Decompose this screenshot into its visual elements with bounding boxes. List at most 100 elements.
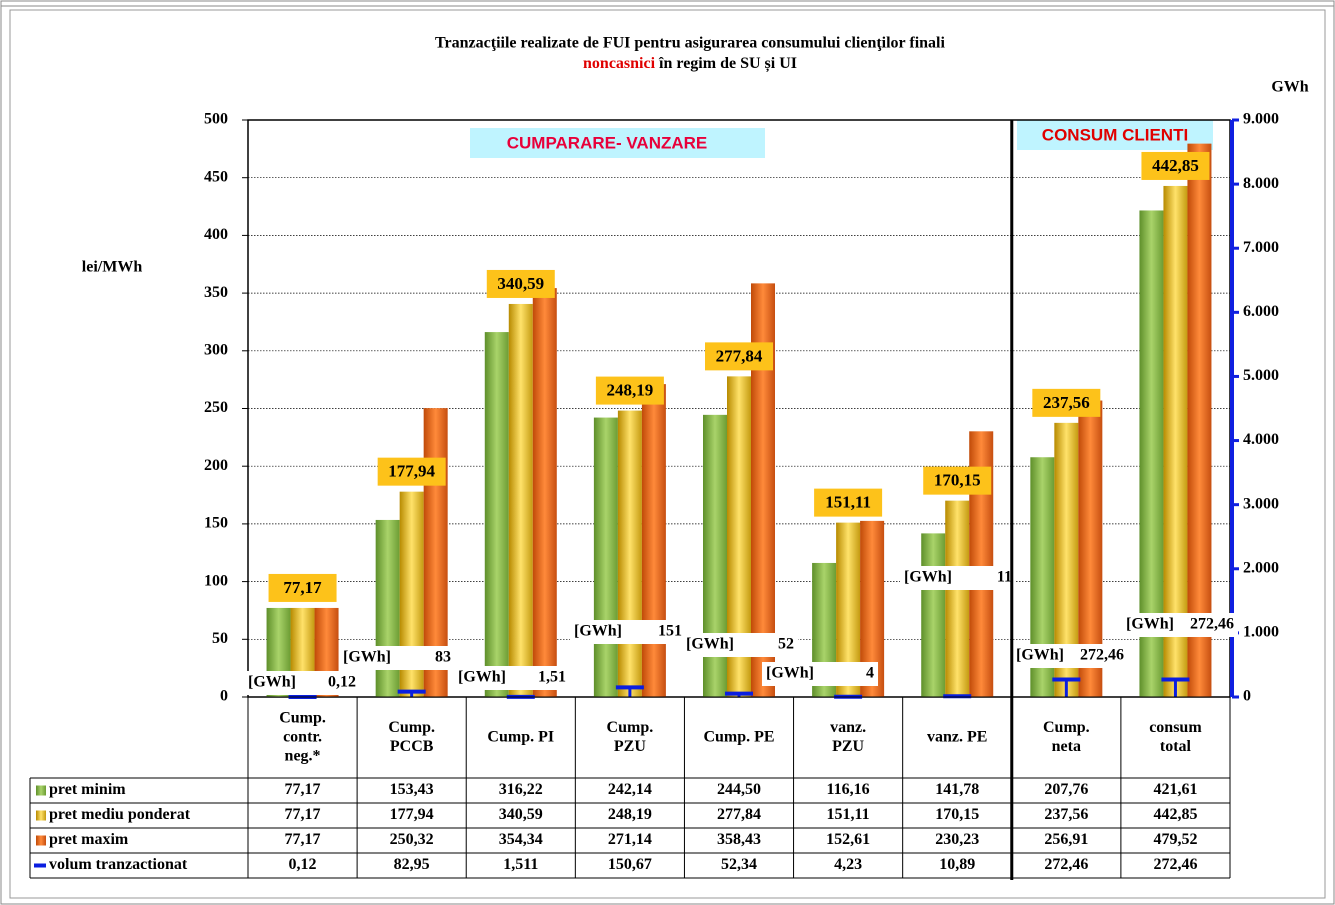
table-cell: 77,17 [285, 806, 321, 823]
volume-label: 272,46 [1080, 647, 1124, 664]
table-cell: 354,34 [499, 831, 543, 848]
table-cell: 151,11 [827, 806, 870, 823]
bar [508, 303, 533, 697]
y2-tick-label: 0 [1243, 688, 1251, 705]
value-label: 340,59 [497, 274, 544, 293]
table-cell: 358,43 [717, 831, 761, 848]
value-label-box [1032, 388, 1101, 417]
category-label: vanz. PZU [830, 719, 866, 755]
bar [945, 500, 970, 697]
y-tick-label: 350 [204, 284, 228, 301]
volume-unit: [GWh] [574, 623, 622, 640]
table-cell: 271,14 [608, 831, 652, 848]
table-cell: 1,511 [503, 856, 538, 873]
table-cell: 479,52 [1153, 831, 1197, 848]
annotation: CUMPARARE- VANZARE [507, 133, 708, 152]
bar [484, 332, 509, 697]
value-label-box [1141, 151, 1210, 180]
y2-tick-label: 6.000 [1243, 303, 1279, 320]
table-cell: 207,76 [1044, 781, 1088, 798]
table-cell: 316,22 [499, 781, 543, 798]
table-cell: 272,46 [1044, 856, 1088, 873]
y2-tick-label: 7.000 [1243, 239, 1279, 256]
table-cell: 237,56 [1044, 806, 1088, 823]
value-label-box [595, 376, 664, 405]
volume-label: 1,51 [538, 669, 566, 686]
bar [921, 533, 946, 697]
volume-label: 4 [866, 665, 874, 682]
category-label: vanz. PE [927, 728, 987, 745]
value-label: 442,85 [1152, 156, 1199, 175]
volume-label: 0,12 [328, 674, 356, 691]
table-cell: 52,34 [721, 856, 757, 873]
category-label: Cump. PCCB [388, 719, 435, 755]
y-tick-label: 0 [220, 688, 228, 705]
bar [1187, 143, 1212, 698]
bar [593, 417, 618, 697]
category-label: consum total [1149, 719, 1202, 755]
legend-label: pret minim [49, 781, 126, 798]
subtitle: în regim de SU și UI [658, 55, 797, 73]
y-tick-label: 200 [204, 457, 228, 474]
bar [532, 288, 557, 697]
volume-label-box [1122, 613, 1238, 637]
chart-subtitle: noncasnici în regim de SU și UI [583, 55, 797, 73]
y-tick-label: 250 [204, 399, 228, 416]
y-tick-label: 400 [204, 226, 228, 243]
chart-title: Tranzacţiile realizate de FUI pentru asi… [435, 35, 945, 52]
bar [375, 519, 400, 697]
table-cell: 170,15 [935, 806, 979, 823]
volume-unit: [GWh] [458, 669, 506, 686]
volume-label-box [244, 671, 360, 695]
inner-frame [9, 9, 1326, 899]
category-label: Cump. PE [703, 728, 774, 745]
category-label: Cump. PI [487, 728, 554, 745]
y2-tick-label: 3.000 [1243, 495, 1279, 512]
table-cell: 442,85 [1153, 806, 1197, 823]
table-cell: 277,84 [717, 806, 761, 823]
table-cell: 250,32 [390, 831, 434, 848]
table-cell: 230,23 [935, 831, 979, 848]
volume-unit: [GWh] [686, 636, 734, 653]
y-tick-label: 450 [204, 168, 228, 185]
y2-tick-label: 5.000 [1243, 367, 1279, 384]
table-cell: 150,67 [608, 856, 652, 873]
volume-label-box [339, 646, 455, 670]
volume-unit: [GWh] [1016, 647, 1064, 664]
legend-swatch [36, 785, 46, 796]
table-cell: 256,91 [1044, 831, 1088, 848]
value-label-box [486, 269, 555, 298]
table-cell: 82,95 [394, 856, 430, 873]
legend-label: volum tranzactionat [49, 856, 188, 873]
value-label: 177,94 [388, 462, 435, 481]
table-cell: 152,61 [826, 831, 870, 848]
table-cell: 77,17 [285, 781, 321, 798]
volume-label-box [1012, 644, 1128, 668]
subtitle-highlight: noncasnici [583, 55, 656, 72]
table-cell: 141,78 [935, 781, 979, 798]
category-label: Cump. PZU [607, 719, 654, 755]
y2-axis-label: GWh [1271, 79, 1308, 96]
value-label-box [705, 342, 773, 371]
legend-label: pret maxim [49, 831, 129, 848]
y-axis-label: lei/MWh [82, 259, 143, 276]
volume-unit: [GWh] [766, 665, 814, 682]
legend-label: pret mediu ponderat [49, 806, 191, 823]
y2-tick-label: 9.000 [1243, 111, 1279, 128]
y-tick-label: 50 [212, 630, 228, 647]
table-cell: 77,17 [285, 831, 321, 848]
volume-label-box [454, 666, 570, 690]
table-cell: 177,94 [390, 806, 434, 823]
value-label-box [377, 457, 446, 486]
volume-unit: [GWh] [1126, 616, 1174, 633]
y-tick-label: 100 [204, 572, 228, 589]
y-tick-label: 150 [204, 515, 228, 532]
legend-swatch [36, 810, 46, 821]
y2-tick-label: 2.000 [1243, 559, 1279, 576]
table-cell: 244,50 [717, 781, 761, 798]
volume-label: 52 [778, 636, 794, 653]
table-cell: 116,16 [827, 781, 870, 798]
volume-label-box [682, 633, 798, 657]
y2-tick-label: 4.000 [1243, 431, 1279, 448]
